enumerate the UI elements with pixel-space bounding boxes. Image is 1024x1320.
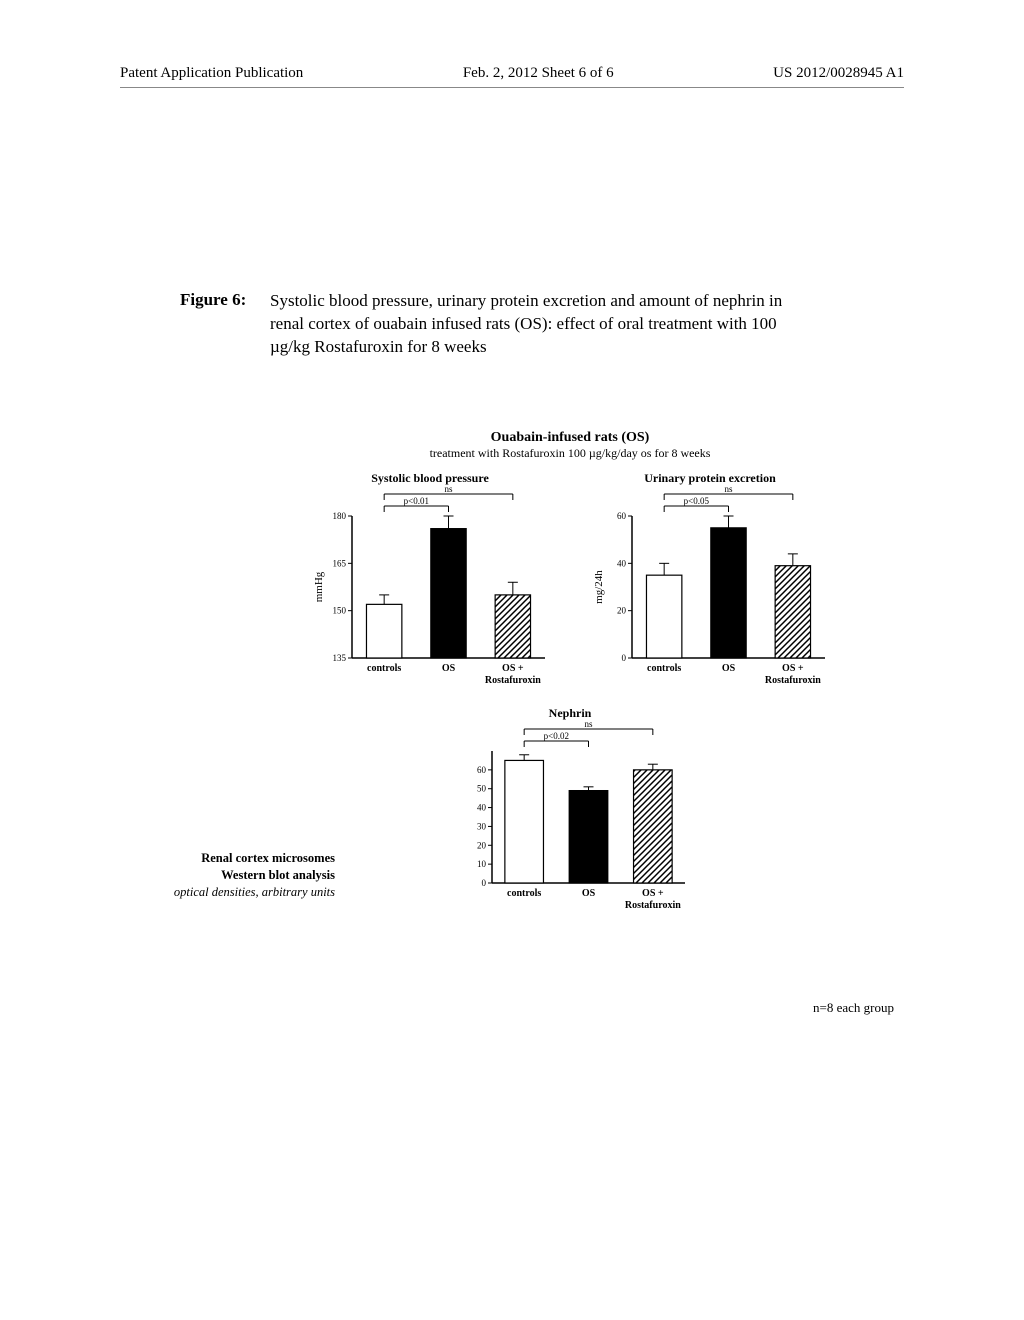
svg-text:ns: ns xyxy=(584,721,593,729)
svg-text:Rostafuroxin: Rostafuroxin xyxy=(485,675,541,686)
top-row-charts: Systolic blood pressure 135 150 165 180 mmHg… xyxy=(280,471,860,696)
svg-text:controls: controls xyxy=(367,663,401,674)
svg-text:60: 60 xyxy=(617,511,627,521)
svg-text:mg/24h: mg/24h xyxy=(593,570,605,604)
svg-text:OS +: OS + xyxy=(642,888,664,899)
svg-text:150: 150 xyxy=(333,606,347,616)
sbp-title: Systolic blood pressure xyxy=(310,471,550,486)
figure-caption-block: Figure 6: Systolic blood pressure, urina… xyxy=(180,290,880,359)
svg-text:OS +: OS + xyxy=(782,663,804,674)
western-blot-label: Renal cortex microsomes Western blot ana… xyxy=(165,850,335,901)
nephrin-title: Nephrin xyxy=(450,706,690,721)
chart-area: Ouabain-infused rats (OS) treatment with… xyxy=(280,430,860,921)
svg-text:40: 40 xyxy=(617,558,627,568)
side-line1: Renal cortex microsomes xyxy=(165,850,335,867)
svg-text:p<0.02: p<0.02 xyxy=(544,731,569,741)
svg-text:ns: ns xyxy=(444,486,453,494)
svg-text:135: 135 xyxy=(333,653,347,663)
footer-note: n=8 each group xyxy=(813,1000,894,1016)
upr-svg: 0 20 40 60 mg/24h controls OS OS +Rostafuroxin p… xyxy=(590,486,830,696)
header-rule xyxy=(120,87,904,88)
sbp-svg: 135 150 165 180 mmHg controls OS OS +Rostafurox… xyxy=(310,486,550,696)
svg-text:ns: ns xyxy=(724,486,733,494)
side-line2: Western blot analysis xyxy=(165,867,335,884)
svg-text:40: 40 xyxy=(477,803,487,813)
svg-text:0: 0 xyxy=(622,653,627,663)
figure-text: Systolic blood pressure, urinary protein… xyxy=(270,290,790,359)
svg-text:OS: OS xyxy=(582,888,596,899)
svg-text:Rostafuroxin: Rostafuroxin xyxy=(765,675,821,686)
svg-text:20: 20 xyxy=(477,840,487,850)
svg-text:60: 60 xyxy=(477,765,487,775)
svg-text:mmHg: mmHg xyxy=(313,571,325,602)
chartset-subtitle: treatment with Rostafuroxin 100 µg/kg/da… xyxy=(280,446,860,461)
figure-label: Figure 6: xyxy=(180,290,270,310)
header-left: Patent Application Publication xyxy=(120,65,303,82)
svg-text:50: 50 xyxy=(477,784,487,794)
svg-text:10: 10 xyxy=(477,859,487,869)
svg-text:180: 180 xyxy=(333,511,347,521)
header-center: Feb. 2, 2012 Sheet 6 of 6 xyxy=(463,65,614,82)
nephrin-chart: Nephrin 0 10 20 30 40 50 60 controls OS OS +Rosta… xyxy=(450,706,690,921)
svg-text:OS: OS xyxy=(722,663,736,674)
upr-chart: Urinary protein excretion 0 20 40 60 mg/24h c… xyxy=(590,471,830,696)
sbp-chart: Systolic blood pressure 135 150 165 180 mmHg… xyxy=(310,471,550,696)
svg-text:165: 165 xyxy=(333,558,347,568)
svg-text:controls: controls xyxy=(507,888,541,899)
nephrin-svg: 0 10 20 30 40 50 60 controls OS OS +Rostafuroxin p… xyxy=(450,721,690,921)
svg-text:p<0.01: p<0.01 xyxy=(404,496,429,506)
svg-text:OS: OS xyxy=(442,663,456,674)
svg-text:30: 30 xyxy=(477,821,487,831)
upr-title: Urinary protein excretion xyxy=(590,471,830,486)
side-line3: optical densities, arbitrary units xyxy=(165,884,335,901)
svg-text:20: 20 xyxy=(617,606,627,616)
svg-text:0: 0 xyxy=(482,878,487,888)
svg-text:controls: controls xyxy=(647,663,681,674)
svg-text:Rostafuroxin: Rostafuroxin xyxy=(625,900,681,911)
page-header: Patent Application Publication Feb. 2, 2… xyxy=(0,0,1024,82)
svg-text:OS +: OS + xyxy=(502,663,524,674)
chartset-title: Ouabain-infused rats (OS) xyxy=(280,430,860,446)
svg-text:p<0.05: p<0.05 xyxy=(684,496,710,506)
header-right: US 2012/0028945 A1 xyxy=(773,65,904,82)
